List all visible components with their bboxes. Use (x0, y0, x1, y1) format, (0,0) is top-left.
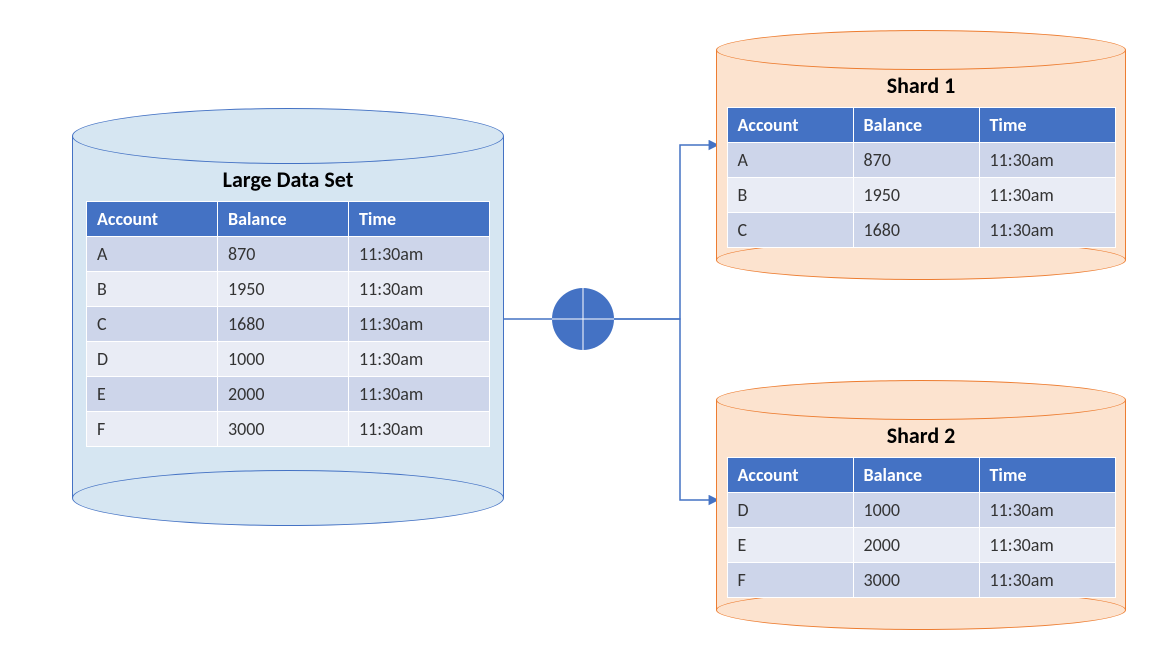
table-cell: E (87, 377, 218, 412)
table-cell: 11:30am (979, 563, 1115, 598)
column-header: Balance (853, 458, 979, 493)
shard1-cylinder: Shard 1 AccountBalanceTimeA87011:30amB19… (716, 30, 1126, 280)
source-table: AccountBalanceTimeA87011:30amB195011:30a… (86, 201, 490, 447)
table-cell: A (87, 237, 218, 272)
connector-line (614, 145, 718, 319)
column-header: Balance (853, 108, 979, 143)
cylinder-top (716, 380, 1126, 420)
cylinder-bottom (72, 470, 504, 526)
split-hub-icon (552, 288, 614, 350)
table-row: E200011:30am (727, 528, 1115, 563)
table-header-row: AccountBalanceTime (727, 108, 1115, 143)
shard2-cylinder: Shard 2 AccountBalanceTimeD100011:30amE2… (716, 380, 1126, 630)
table-cell: 11:30am (349, 342, 490, 377)
table-cell: 1000 (218, 342, 349, 377)
table-cell: E (727, 528, 853, 563)
table-cell: 11:30am (979, 493, 1115, 528)
table-row: C168011:30am (87, 307, 490, 342)
table-cell: B (727, 178, 853, 213)
shard1-table: AccountBalanceTimeA87011:30amB195011:30a… (727, 107, 1116, 248)
table-cell: F (87, 412, 218, 447)
table-cell: F (727, 563, 853, 598)
column-header: Time (979, 458, 1115, 493)
table-cell: 11:30am (349, 307, 490, 342)
table-row: F300011:30am (87, 412, 490, 447)
connector-line (614, 319, 718, 500)
cylinder-content: Shard 2 AccountBalanceTimeD100011:30amE2… (716, 422, 1126, 598)
table-header-row: AccountBalanceTime (87, 202, 490, 237)
cylinder-top (716, 30, 1126, 70)
column-header: Account (727, 458, 853, 493)
cylinder-content: Large Data Set AccountBalanceTimeA87011:… (72, 166, 504, 447)
table-cell: 2000 (853, 528, 979, 563)
sharding-diagram: { "colors": { "source_fill": "#d6e6f2", … (0, 0, 1172, 668)
table-cell: 870 (853, 143, 979, 178)
table-cell: 11:30am (979, 143, 1115, 178)
table-cell: 3000 (218, 412, 349, 447)
table-cell: 11:30am (349, 237, 490, 272)
column-header: Time (349, 202, 490, 237)
table-cell: D (87, 342, 218, 377)
table-row: B195011:30am (727, 178, 1115, 213)
table-cell: 11:30am (349, 377, 490, 412)
table-row: E200011:30am (87, 377, 490, 412)
table-row: A87011:30am (727, 143, 1115, 178)
table-row: F300011:30am (727, 563, 1115, 598)
table-row: D100011:30am (727, 493, 1115, 528)
table-header-row: AccountBalanceTime (727, 458, 1115, 493)
table-cell: D (727, 493, 853, 528)
table-row: A87011:30am (87, 237, 490, 272)
table-cell: C (727, 213, 853, 248)
column-header: Time (979, 108, 1115, 143)
table-row: C168011:30am (727, 213, 1115, 248)
table-cell: B (87, 272, 218, 307)
table-cell: 11:30am (349, 412, 490, 447)
shard2-table: AccountBalanceTimeD100011:30amE200011:30… (727, 457, 1116, 598)
table-cell: 11:30am (979, 213, 1115, 248)
table-cell: 3000 (853, 563, 979, 598)
shard2-title: Shard 2 (887, 422, 956, 449)
column-header: Account (87, 202, 218, 237)
table-cell: 870 (218, 237, 349, 272)
table-cell: 11:30am (349, 272, 490, 307)
table-row: D100011:30am (87, 342, 490, 377)
table-cell: 2000 (218, 377, 349, 412)
table-cell: 1950 (218, 272, 349, 307)
column-header: Balance (218, 202, 349, 237)
cylinder-top (72, 108, 504, 164)
table-cell: A (727, 143, 853, 178)
source-title: Large Data Set (223, 166, 354, 193)
cylinder-content: Shard 1 AccountBalanceTimeA87011:30amB19… (716, 72, 1126, 248)
table-cell: 11:30am (979, 528, 1115, 563)
column-header: Account (727, 108, 853, 143)
table-row: B195011:30am (87, 272, 490, 307)
table-cell: 1950 (853, 178, 979, 213)
table-cell: 1680 (218, 307, 349, 342)
source-cylinder: Large Data Set AccountBalanceTimeA87011:… (72, 108, 504, 526)
table-cell: 11:30am (979, 178, 1115, 213)
table-cell: 1000 (853, 493, 979, 528)
table-cell: C (87, 307, 218, 342)
table-cell: 1680 (853, 213, 979, 248)
shard1-title: Shard 1 (887, 72, 956, 99)
